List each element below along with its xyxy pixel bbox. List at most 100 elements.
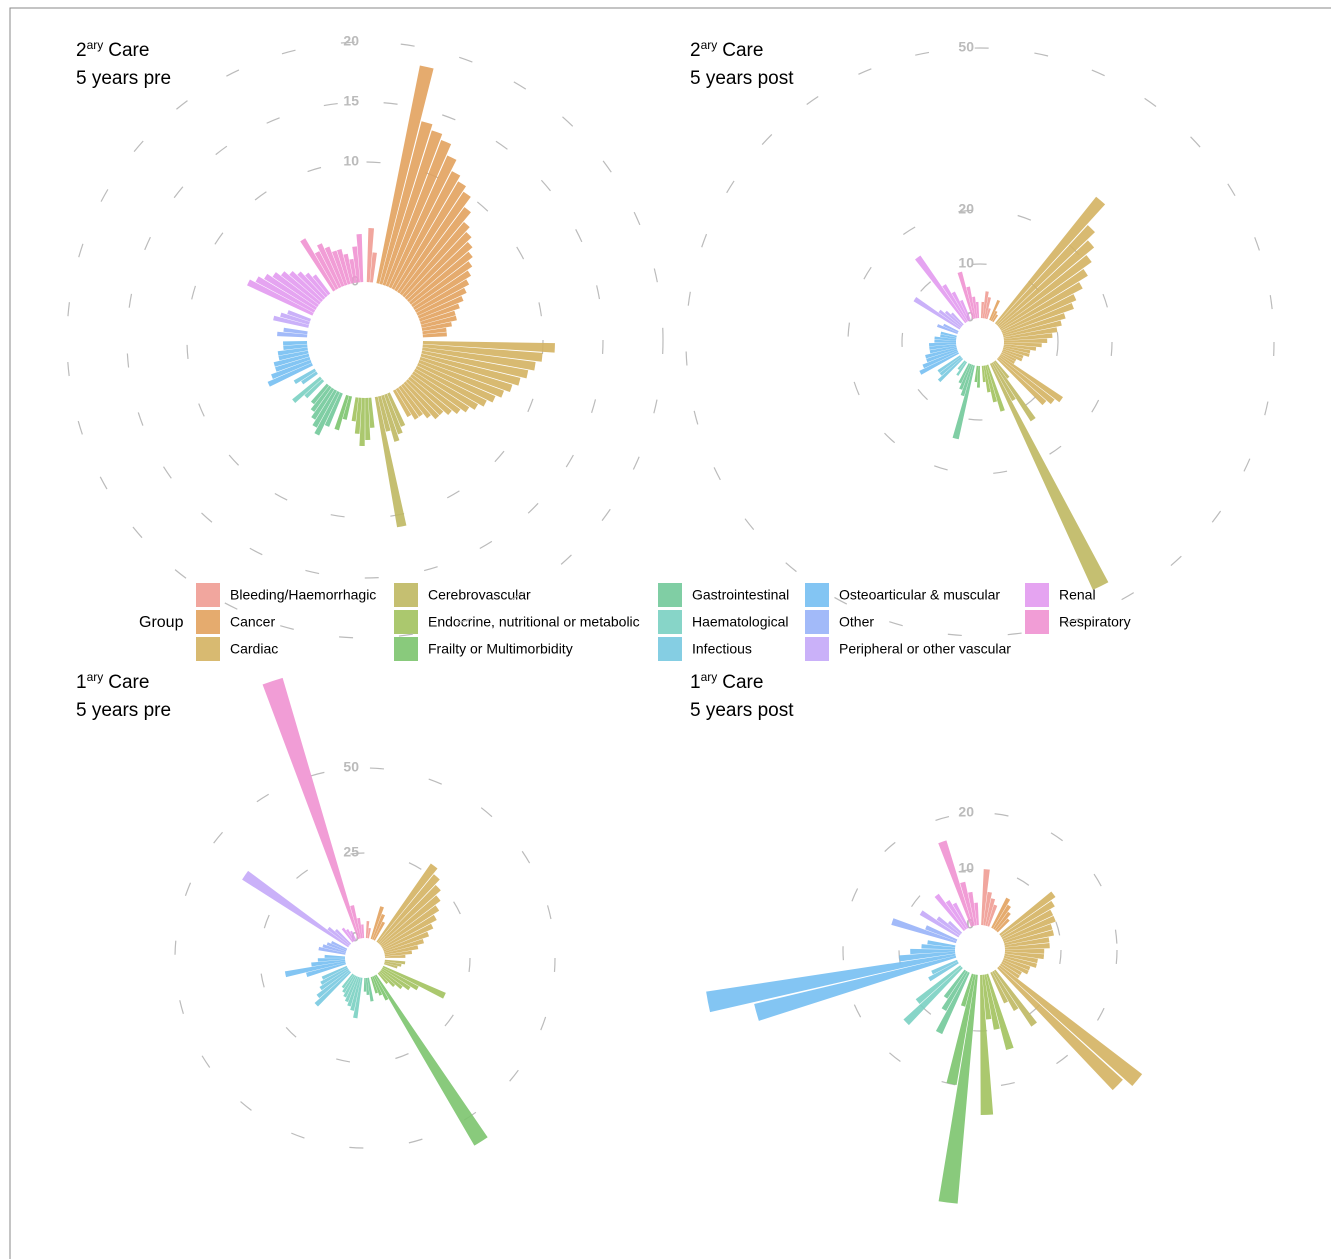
bar <box>985 308 991 320</box>
bar <box>384 938 424 954</box>
bar <box>952 902 969 929</box>
bar <box>292 376 322 403</box>
bar <box>998 255 1092 329</box>
bar <box>984 974 1000 1030</box>
bar <box>946 974 976 1085</box>
legend-label: Osteoarticular & muscular <box>839 587 1000 603</box>
bar <box>273 315 309 328</box>
bar <box>354 397 362 434</box>
grid-ring <box>847 209 1113 475</box>
bar <box>384 962 398 969</box>
bar <box>365 977 370 995</box>
bar <box>421 322 452 332</box>
bar <box>381 394 400 442</box>
legend-label: Cancer <box>230 614 275 630</box>
bar <box>341 973 354 989</box>
bar <box>996 357 1047 406</box>
bar <box>346 928 355 942</box>
bar <box>1003 924 1053 944</box>
bar <box>1000 282 1083 331</box>
bar <box>342 974 355 993</box>
r-tick-label: 20 <box>343 33 359 49</box>
bar <box>320 967 349 985</box>
bar <box>314 971 352 1007</box>
bar <box>287 310 311 322</box>
bar <box>319 968 349 991</box>
bar <box>981 365 986 383</box>
bar <box>312 274 331 296</box>
bar <box>377 874 440 944</box>
bar <box>334 928 352 945</box>
chart-subtitle: 5 years post <box>690 68 794 89</box>
chart-title: 1ary Care <box>690 670 763 693</box>
bar <box>754 955 957 1021</box>
bar <box>401 383 431 419</box>
bar <box>331 940 348 951</box>
bar <box>414 279 470 313</box>
bar <box>413 368 478 410</box>
bar <box>370 976 378 994</box>
grid-ring <box>842 812 1118 1088</box>
bar <box>381 968 411 991</box>
bar <box>419 356 513 393</box>
bar <box>1003 955 1037 968</box>
r-tick-label: 10 <box>958 860 974 876</box>
bar <box>381 914 437 949</box>
bar <box>947 920 963 934</box>
bar <box>402 222 470 298</box>
r-tick-label: 25 <box>343 844 359 860</box>
bar <box>406 241 473 303</box>
bar <box>377 972 389 984</box>
bar <box>1002 302 1074 335</box>
r-tick-label: 10 <box>343 153 359 169</box>
legend-label: Other <box>839 614 874 630</box>
bar <box>366 228 375 283</box>
bar <box>899 951 956 962</box>
bar <box>382 923 434 951</box>
bar <box>422 340 555 353</box>
bar <box>1003 333 1053 341</box>
bar <box>363 977 367 992</box>
bar <box>377 395 391 432</box>
legend-swatch <box>1025 583 1049 607</box>
bar <box>939 356 962 376</box>
bar <box>383 931 430 952</box>
legend-swatch <box>805 583 829 607</box>
legend-label: Gastrointestinal <box>692 587 789 603</box>
radial-panel: 0101520 <box>66 33 664 639</box>
legend-label: Frailty or Multimorbidity <box>428 641 573 657</box>
bar <box>264 273 317 310</box>
bar <box>915 965 962 1004</box>
legend-swatch <box>805 637 829 661</box>
bar <box>379 121 433 285</box>
bar <box>1000 900 1055 938</box>
bar <box>959 363 972 390</box>
bar <box>999 269 1088 330</box>
bar <box>367 928 371 939</box>
bar <box>316 970 350 999</box>
bar <box>956 361 968 376</box>
legend-swatch <box>394 583 418 607</box>
bar <box>950 312 964 326</box>
bar <box>421 350 529 379</box>
bar <box>942 284 968 323</box>
bar <box>937 357 964 383</box>
grid-ring <box>126 101 604 579</box>
legend-label: Cerebrovascular <box>428 587 531 603</box>
bar <box>996 225 1095 326</box>
bar <box>305 272 328 298</box>
bar <box>301 371 318 385</box>
legend-swatch <box>196 610 220 634</box>
bar <box>997 966 1123 1091</box>
grid-ring <box>901 263 1059 421</box>
bar <box>277 347 308 356</box>
bar <box>275 356 311 372</box>
bar <box>293 368 317 385</box>
r-tick-label: 20 <box>958 201 974 217</box>
bar <box>419 303 460 322</box>
bar <box>952 365 975 440</box>
bar <box>327 926 350 946</box>
bar <box>262 677 360 940</box>
bar <box>421 315 457 328</box>
